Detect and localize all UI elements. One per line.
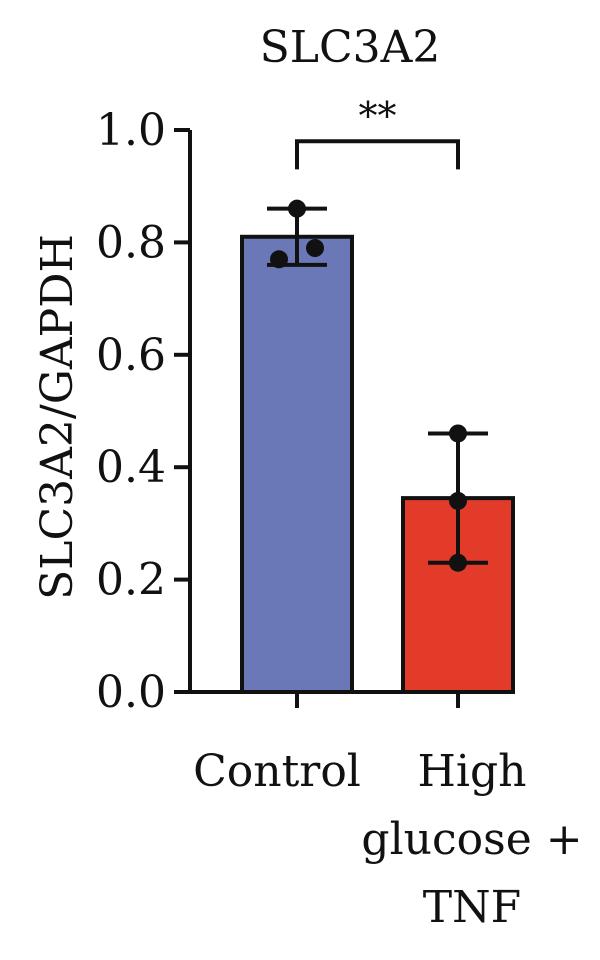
y-tick-label: 0.6: [96, 330, 166, 381]
data-point: [288, 199, 306, 218]
y-tick-label: 0.0: [96, 667, 166, 718]
significance-label: **: [359, 94, 397, 138]
data-point: [306, 239, 324, 258]
y-tick-label: 1.0: [96, 105, 166, 156]
y-tick-label: 0.4: [96, 442, 166, 493]
y-axis-label: SLC3A2/GAPDH: [32, 234, 83, 600]
x-category-label: glucose +: [361, 814, 582, 865]
x-category-label: Control: [193, 746, 361, 797]
x-category-label: TNF: [423, 882, 521, 933]
data-point: [449, 553, 467, 572]
significance-bracket: [295, 139, 460, 170]
x-category-label: High: [418, 746, 527, 797]
chart-title: SLC3A2: [260, 22, 441, 73]
y-tick-label: 0.2: [96, 555, 166, 606]
data-point: [449, 491, 467, 510]
bar: [240, 234, 354, 694]
data-point: [270, 250, 288, 269]
y-tick-label: 0.8: [96, 217, 166, 268]
data-point: [449, 424, 467, 443]
